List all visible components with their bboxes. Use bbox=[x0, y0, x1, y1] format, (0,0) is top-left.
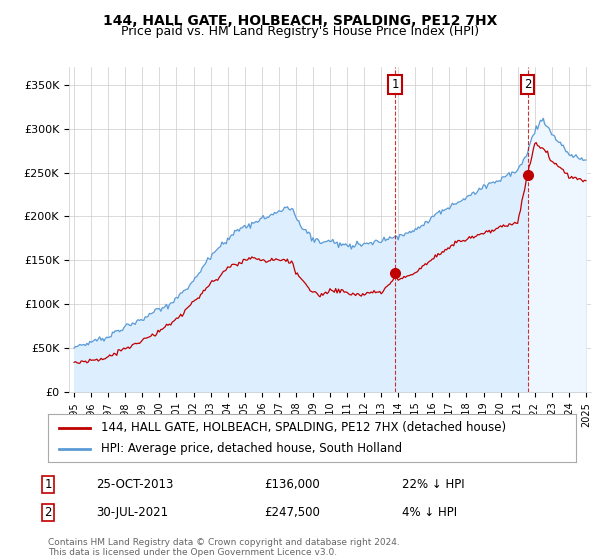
Text: HPI: Average price, detached house, South Holland: HPI: Average price, detached house, Sout… bbox=[101, 442, 402, 455]
Text: 30-JUL-2021: 30-JUL-2021 bbox=[96, 506, 168, 519]
Text: 2: 2 bbox=[44, 506, 52, 519]
Text: Contains HM Land Registry data © Crown copyright and database right 2024.
This d: Contains HM Land Registry data © Crown c… bbox=[48, 538, 400, 557]
Polygon shape bbox=[527, 118, 586, 392]
Text: Price paid vs. HM Land Registry's House Price Index (HPI): Price paid vs. HM Land Registry's House … bbox=[121, 25, 479, 38]
Text: 144, HALL GATE, HOLBEACH, SPALDING, PE12 7HX (detached house): 144, HALL GATE, HOLBEACH, SPALDING, PE12… bbox=[101, 421, 506, 434]
Text: 1: 1 bbox=[44, 478, 52, 491]
Text: 25-OCT-2013: 25-OCT-2013 bbox=[96, 478, 173, 491]
Text: 144, HALL GATE, HOLBEACH, SPALDING, PE12 7HX: 144, HALL GATE, HOLBEACH, SPALDING, PE12… bbox=[103, 14, 497, 28]
Text: £136,000: £136,000 bbox=[264, 478, 320, 491]
Polygon shape bbox=[527, 118, 586, 392]
Text: 22% ↓ HPI: 22% ↓ HPI bbox=[402, 478, 464, 491]
Text: 4% ↓ HPI: 4% ↓ HPI bbox=[402, 506, 457, 519]
Text: 2: 2 bbox=[524, 78, 531, 91]
Text: £247,500: £247,500 bbox=[264, 506, 320, 519]
Text: 1: 1 bbox=[391, 78, 399, 91]
